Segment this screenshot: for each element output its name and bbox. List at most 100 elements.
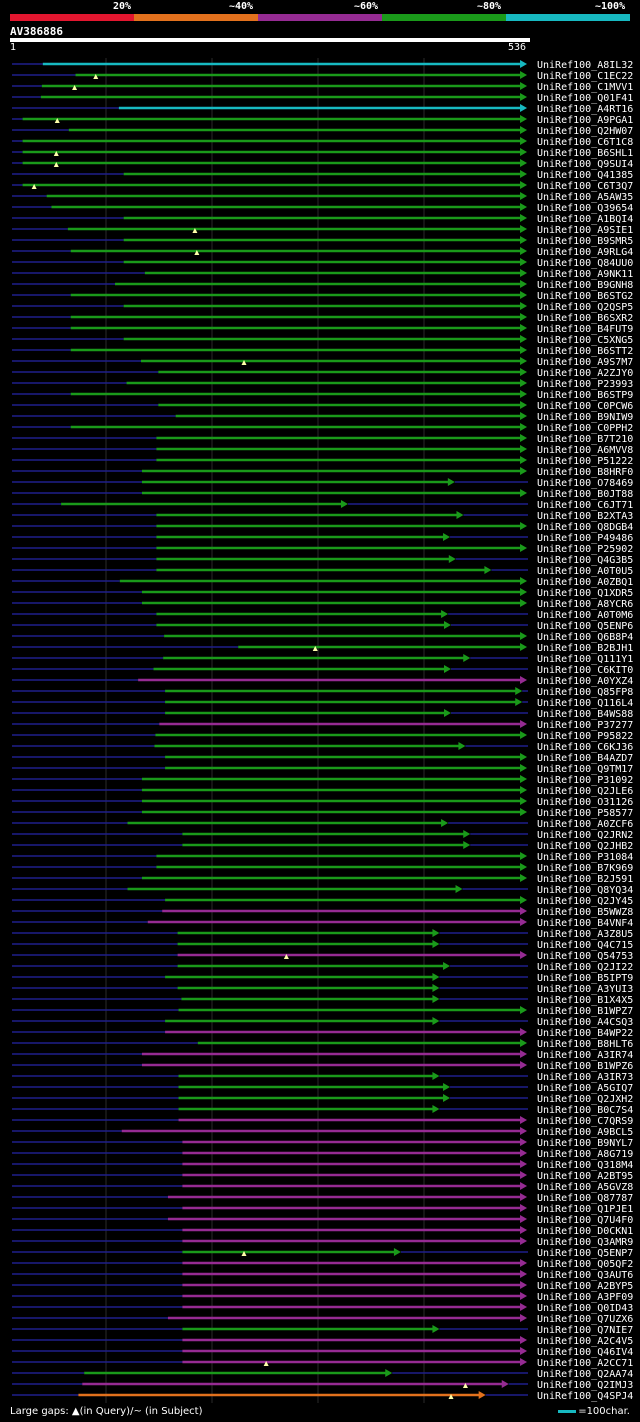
hit-arrow (520, 907, 528, 915)
hit-arrow (520, 302, 528, 310)
hit-arrow (520, 335, 528, 343)
hit-label: UniRef100_B6SXR2 (537, 313, 633, 324)
hit-label: UniRef100_A3IR73 (537, 1072, 633, 1083)
hit-label: UniRef100_B1X4X5 (537, 995, 633, 1006)
hit-arrow (520, 247, 528, 255)
hit-label: UniRef100_A9PGA1 (537, 115, 633, 126)
hit-arrow (443, 1094, 451, 1102)
hit-arrow (443, 1083, 451, 1091)
hit-label: UniRef100_B2J591 (537, 874, 633, 885)
hit-arrow (463, 841, 471, 849)
alignment-plot: UniRef100_A8IL32UniRef100_C1EC22UniRef10… (12, 58, 633, 1403)
hit-label: UniRef100_C1EC22 (537, 71, 633, 82)
hit-label: UniRef100_A2ZJY0 (537, 368, 633, 379)
hit-arrow (520, 643, 528, 651)
gap-marker (448, 1394, 454, 1399)
scale-legend-text: =100char. (578, 1406, 630, 1417)
legend-swatch-20 (10, 14, 134, 21)
hit-arrow (393, 1248, 401, 1256)
hit-label: UniRef100_B2XTA3 (537, 511, 633, 522)
hit-label: UniRef100_Q4C715 (537, 940, 633, 951)
hit-arrow (520, 1127, 528, 1135)
hit-label: UniRef100_A2CC71 (537, 1358, 633, 1369)
hit-arrow (515, 687, 523, 695)
hit-label: UniRef100_A5GIQ7 (537, 1083, 633, 1094)
hit-arrow (520, 313, 528, 321)
hit-arrow (443, 709, 451, 717)
gap-marker (283, 954, 289, 959)
hit-label: UniRef100_Q1XDR5 (537, 588, 633, 599)
legend-swatch-40 (134, 14, 258, 21)
hit-label: UniRef100_P23993 (537, 379, 633, 390)
hit-arrow (520, 203, 528, 211)
hit-arrow (520, 170, 528, 178)
hit-label: UniRef100_B9SMR5 (537, 236, 633, 247)
hit-arrow (432, 984, 440, 992)
query-bar (10, 38, 530, 42)
hit-arrow (520, 489, 528, 497)
hit-arrow (520, 808, 528, 816)
hit-arrow (520, 225, 528, 233)
hit-label: UniRef100_B4FUT9 (537, 324, 633, 335)
hit-arrow (520, 1061, 528, 1069)
hit-arrow (432, 1325, 440, 1333)
gap-marker (263, 1361, 269, 1366)
hit-label: UniRef100_Q85FP8 (537, 687, 633, 698)
hit-arrow (520, 71, 528, 79)
hit-label: UniRef100_Q54753 (537, 951, 633, 962)
hit-arrow (520, 1160, 528, 1168)
hit-arrow (520, 731, 528, 739)
hit-arrow (520, 1292, 528, 1300)
hit-arrow (463, 654, 471, 662)
hit-arrow (520, 1226, 528, 1234)
hit-label: UniRef100_Q8DGB4 (537, 522, 633, 533)
hit-label: UniRef100_Q4G3B5 (537, 555, 633, 566)
hit-label: UniRef100_Q3AMR9 (537, 1237, 633, 1248)
hit-arrow (515, 698, 523, 706)
hit-arrow (520, 852, 528, 860)
hit-label: UniRef100_A9BCL5 (537, 1127, 633, 1138)
hit-label: UniRef100_Q05QF2 (537, 1259, 633, 1270)
hit-label: UniRef100_P58577 (537, 808, 633, 819)
hit-label: UniRef100_A0YXZ4 (537, 676, 633, 687)
hit-label: UniRef100_Q2JI22 (537, 962, 633, 973)
hit-arrow (432, 1017, 440, 1025)
hit-arrow (520, 599, 528, 607)
hit-arrow (520, 401, 528, 409)
hit-arrow (520, 1149, 528, 1157)
hit-arrow (520, 467, 528, 475)
hit-arrow (520, 764, 528, 772)
hit-arrow (520, 753, 528, 761)
hit-arrow (520, 159, 528, 167)
hit-arrow (443, 533, 451, 541)
hit-arrow (432, 995, 440, 1003)
hit-arrow (520, 896, 528, 904)
gap-marker (53, 162, 59, 167)
hit-arrow (520, 412, 528, 420)
hit-label: UniRef100_O78469 (537, 478, 633, 489)
hit-label: UniRef100_Q46IV4 (537, 1347, 633, 1358)
legend-swatch-80 (382, 14, 506, 21)
hit-label: UniRef100_B1WPZ6 (537, 1061, 633, 1072)
hit-label: UniRef100_C6T3Q7 (537, 181, 633, 192)
hit-label: UniRef100_B5WWZ8 (537, 907, 633, 918)
hit-label: UniRef100_B6STG2 (537, 291, 633, 302)
hit-arrow (520, 115, 528, 123)
hit-arrow (520, 423, 528, 431)
hit-label: UniRef100_A9NK11 (537, 269, 633, 280)
gap-marker (93, 74, 99, 79)
hit-arrow (520, 280, 528, 288)
hit-label: UniRef100_Q7UZX6 (537, 1314, 633, 1325)
hit-label: UniRef100_B9GNH8 (537, 280, 633, 291)
hit-label: UniRef100_Q2QSP5 (537, 302, 633, 313)
hit-arrow (456, 511, 464, 519)
hit-label: UniRef100_A8YCR6 (537, 599, 633, 610)
hit-label: UniRef100_Q9TM17 (537, 764, 633, 775)
hit-arrow (520, 1193, 528, 1201)
hit-arrow (520, 797, 528, 805)
hit-arrow (520, 1259, 528, 1267)
hit-arrow (443, 665, 451, 673)
hit-label: UniRef100_Q5ENP6 (537, 621, 633, 632)
hit-arrow (520, 775, 528, 783)
hit-label: UniRef100_Q4SPJ4 (537, 1391, 633, 1402)
